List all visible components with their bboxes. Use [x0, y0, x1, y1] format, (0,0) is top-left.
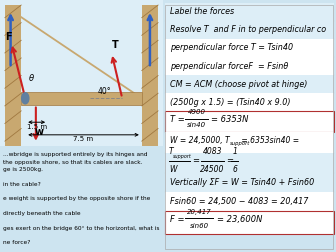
Bar [165, 153, 334, 173]
Text: directly beneath the cable: directly beneath the cable [3, 211, 81, 216]
Text: ne force?: ne force? [3, 240, 31, 245]
Text: θ: θ [29, 74, 34, 83]
Bar [21, 92, 142, 105]
Text: Resolve T  and F in to perpendicular co: Resolve T and F in to perpendicular co [170, 25, 326, 34]
Bar [165, 211, 334, 234]
Text: sin40: sin40 [187, 122, 206, 129]
Bar [142, 5, 158, 146]
Text: (2500g x 1.5) = (Tsin40 x 9.0): (2500g x 1.5) = (Tsin40 x 9.0) [170, 98, 290, 107]
Text: ge is 2500kg.: ge is 2500kg. [3, 167, 43, 172]
Text: 40°: 40° [98, 87, 112, 96]
Text: 24500: 24500 [200, 165, 224, 174]
Text: =: = [226, 156, 233, 165]
Text: support: support [173, 154, 192, 159]
Text: W: W [169, 165, 176, 174]
Bar [165, 3, 334, 21]
Text: T =: T = [170, 115, 184, 124]
Text: W = 24,5000, T: W = 24,5000, T [170, 136, 229, 145]
Text: = 6353sin40 =: = 6353sin40 = [239, 136, 299, 145]
Text: the opposite shore, so that its cables are slack.: the opposite shore, so that its cables a… [3, 160, 143, 165]
Bar [165, 132, 334, 153]
Text: w: w [35, 127, 44, 137]
Bar [165, 192, 334, 211]
Text: = 6353N: = 6353N [211, 115, 249, 124]
Text: 1: 1 [232, 147, 237, 156]
Bar [165, 39, 334, 57]
Text: support: support [229, 141, 250, 146]
Text: Fsin60 = 24,500 − 4083 = 20,417: Fsin60 = 24,500 − 4083 = 20,417 [170, 197, 308, 206]
Text: CM = ACM (choose pivot at hinge): CM = ACM (choose pivot at hinge) [170, 80, 307, 89]
Text: perpendicular forceF  = Fsinθ: perpendicular forceF = Fsinθ [170, 61, 288, 71]
Text: in the cable?: in the cable? [3, 182, 41, 187]
Text: e weight is supported by the opposite shore if the: e weight is supported by the opposite sh… [3, 196, 151, 201]
Text: sin60: sin60 [190, 223, 209, 229]
Text: 1.5 m: 1.5 m [27, 123, 47, 130]
Text: perpendicular force T = Tsin40: perpendicular force T = Tsin40 [170, 43, 293, 52]
Bar [165, 21, 334, 39]
Text: 4083: 4083 [203, 147, 222, 156]
Text: 7.5 m: 7.5 m [74, 136, 94, 142]
Text: ...wbridge is supported entirely by its hinges and: ...wbridge is supported entirely by its … [3, 152, 148, 158]
Circle shape [22, 93, 29, 104]
Text: T: T [112, 40, 118, 50]
Text: F =: F = [170, 215, 184, 224]
Bar [165, 57, 334, 75]
Text: =: = [193, 156, 199, 165]
Bar [165, 111, 334, 132]
Bar [0, 0, 163, 146]
Text: ges exert on the bridge 60° to the horizontal, what is: ges exert on the bridge 60° to the horiz… [3, 226, 160, 231]
Text: 6: 6 [232, 165, 237, 174]
Text: = 23,600N: = 23,600N [217, 215, 262, 224]
Bar [5, 5, 21, 146]
Bar [165, 75, 334, 93]
Bar [165, 93, 334, 111]
Text: T: T [169, 147, 174, 156]
Text: Label the forces: Label the forces [170, 7, 234, 16]
Text: 20,417: 20,417 [187, 209, 212, 215]
Bar [165, 173, 334, 192]
Text: Vertically ΣF = W = Tsin40 + Fsin60: Vertically ΣF = W = Tsin40 + Fsin60 [170, 178, 314, 187]
Text: 4900: 4900 [188, 109, 206, 115]
Text: F: F [5, 32, 11, 42]
